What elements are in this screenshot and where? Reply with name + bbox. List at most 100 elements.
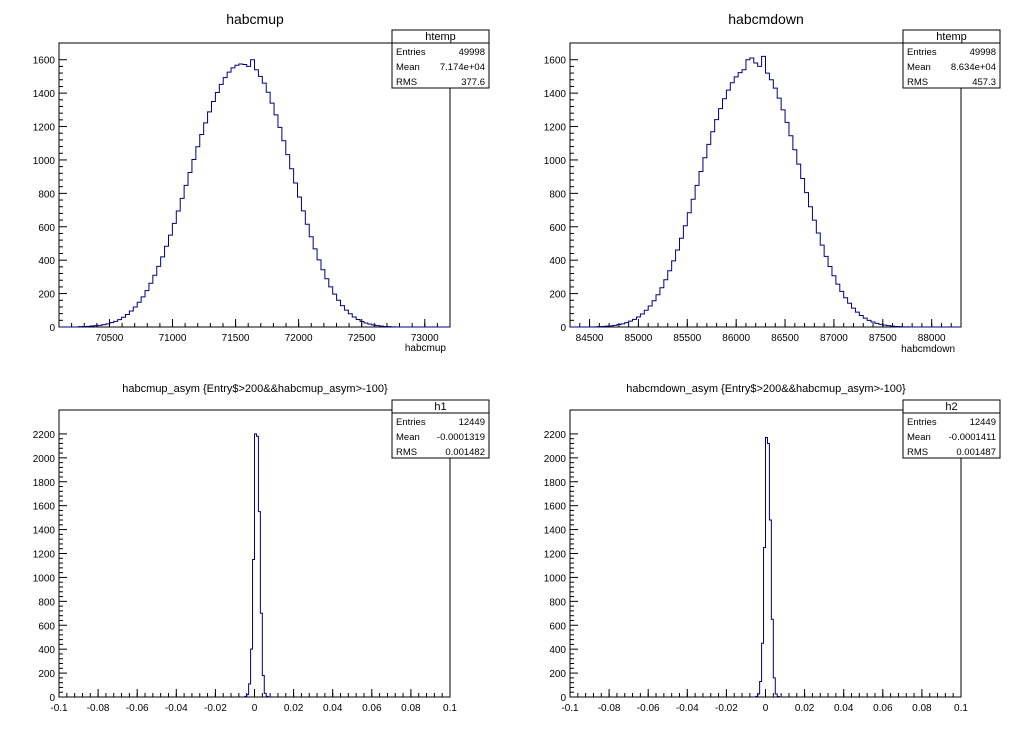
x-tick-label: 0 <box>763 703 769 714</box>
y-tick-label: 0 <box>49 323 55 334</box>
histogram-series <box>753 437 782 698</box>
y-tick-label: 1600 <box>544 56 567 67</box>
y-tick-label: 0 <box>49 693 55 704</box>
x-tick-label: 86500 <box>771 333 799 344</box>
stats-label: RMS <box>907 77 928 88</box>
y-tick-label: 400 <box>549 645 566 656</box>
stats-value: 12449 <box>459 417 485 428</box>
chart-4: habcmdown_asym {Entry$>200&&habcmup_asym… <box>544 383 1001 714</box>
y-tick-label: 1800 <box>544 478 567 489</box>
x-tick-label: -0.02 <box>715 703 738 714</box>
x-tick-label: 0.04 <box>323 703 343 714</box>
x-tick-label: 0.08 <box>401 703 421 714</box>
y-tick-label: 2000 <box>544 454 567 465</box>
y-tick-label: 1800 <box>33 478 56 489</box>
stats-value: 8.634e+04 <box>951 62 996 73</box>
stats-label: Mean <box>907 432 931 443</box>
y-tick-label: 0 <box>560 693 566 704</box>
y-tick-label: 1400 <box>544 89 567 100</box>
chart-title: habcmdown_asym {Entry$>200&&habcmup_asym… <box>626 383 906 395</box>
x-tick-label: 0.1 <box>443 703 457 714</box>
x-tick-label: -0.08 <box>598 703 621 714</box>
y-tick-label: 1000 <box>33 573 56 584</box>
chart-2: habcmdown 0 200 400 600 800 1000 1200 1400 1600 84… <box>544 11 1001 355</box>
stats-label: Entries <box>907 417 937 428</box>
stats-value: 457.3 <box>972 77 996 88</box>
x-axis-label: habcmup <box>405 343 447 354</box>
stats-label: RMS <box>396 447 417 458</box>
x-tick-label: -0.08 <box>87 703 110 714</box>
x-tick-label: 84500 <box>576 333 604 344</box>
x-tick-label: 0.06 <box>873 703 893 714</box>
x-tick-label: 72500 <box>348 333 376 344</box>
x-tick-label: 0.04 <box>834 703 854 714</box>
stats-value: 7.174e+04 <box>440 62 485 73</box>
stats-value: 49998 <box>970 47 996 58</box>
x-tick-label: 0.1 <box>954 703 968 714</box>
y-tick-label: 200 <box>38 290 55 301</box>
y-tick-label: 200 <box>38 669 55 680</box>
x-tick-label: -0.06 <box>637 703 660 714</box>
y-tick-label: 400 <box>38 256 55 267</box>
y-tick-label: 1000 <box>544 573 567 584</box>
stats-title: h2 <box>945 401 957 413</box>
y-tick-label: 1400 <box>33 526 56 537</box>
stats-title: h1 <box>434 401 446 413</box>
stats-box <box>391 29 490 89</box>
x-tick-label: 85500 <box>673 333 701 344</box>
y-tick-label: 1200 <box>33 123 56 134</box>
stats-value: -0.0001319 <box>437 432 485 443</box>
stats-label: Entries <box>907 47 937 58</box>
chart-3: habcmup_asym {Entry$>200&&habcmup_asym>-… <box>33 383 490 714</box>
histogram-series <box>59 59 450 328</box>
stats-title: htemp <box>425 31 456 43</box>
histogram-series <box>242 433 271 698</box>
x-tick-label: 0.02 <box>795 703 815 714</box>
x-tick-label: 86000 <box>722 333 750 344</box>
stats-label: Mean <box>396 62 420 73</box>
x-tick-label: -0.04 <box>165 703 188 714</box>
x-tick-label: 0.06 <box>362 703 382 714</box>
x-tick-label: -0.1 <box>50 703 68 714</box>
y-tick-label: 600 <box>549 621 566 632</box>
y-tick-label: 400 <box>549 256 566 267</box>
y-tick-label: 200 <box>549 290 566 301</box>
stats-label: Entries <box>396 47 426 58</box>
stats-title: htemp <box>936 31 967 43</box>
x-tick-label: -0.04 <box>676 703 699 714</box>
stats-label: Mean <box>396 432 420 443</box>
x-tick-label: 71500 <box>222 333 250 344</box>
stats-value: -0.0001411 <box>949 432 996 443</box>
stats-box <box>902 399 1001 459</box>
stats-value: 377.6 <box>461 77 485 88</box>
histogram-series <box>570 55 961 328</box>
y-tick-label: 1200 <box>544 550 567 561</box>
y-tick-label: 2000 <box>33 454 56 465</box>
y-tick-label: 1400 <box>33 89 56 100</box>
y-tick-label: 1000 <box>544 156 567 167</box>
y-tick-label: 800 <box>38 189 55 200</box>
x-tick-label: 0.02 <box>284 703 304 714</box>
stats-value: 49998 <box>459 47 485 58</box>
x-tick-label: -0.02 <box>204 703 227 714</box>
y-tick-label: 2200 <box>33 430 56 441</box>
y-tick-label: 1000 <box>33 156 56 167</box>
plot-frame <box>58 42 451 328</box>
y-tick-label: 200 <box>549 669 566 680</box>
y-tick-label: 600 <box>38 621 55 632</box>
y-tick-label: 600 <box>549 223 566 234</box>
stats-box <box>902 29 1001 89</box>
x-tick-label: -0.1 <box>561 703 579 714</box>
stats-box <box>391 399 490 459</box>
y-tick-label: 800 <box>549 189 566 200</box>
y-tick-label: 800 <box>38 597 55 608</box>
chart-title: habcmup_asym {Entry$>200&&habcmup_asym>-… <box>122 383 388 395</box>
y-tick-label: 600 <box>38 223 55 234</box>
y-tick-label: 1600 <box>33 502 56 513</box>
y-tick-label: 2200 <box>544 430 567 441</box>
x-tick-label: 72000 <box>285 333 313 344</box>
x-tick-label: 87000 <box>820 333 848 344</box>
stats-value: 0.001482 <box>445 447 485 458</box>
